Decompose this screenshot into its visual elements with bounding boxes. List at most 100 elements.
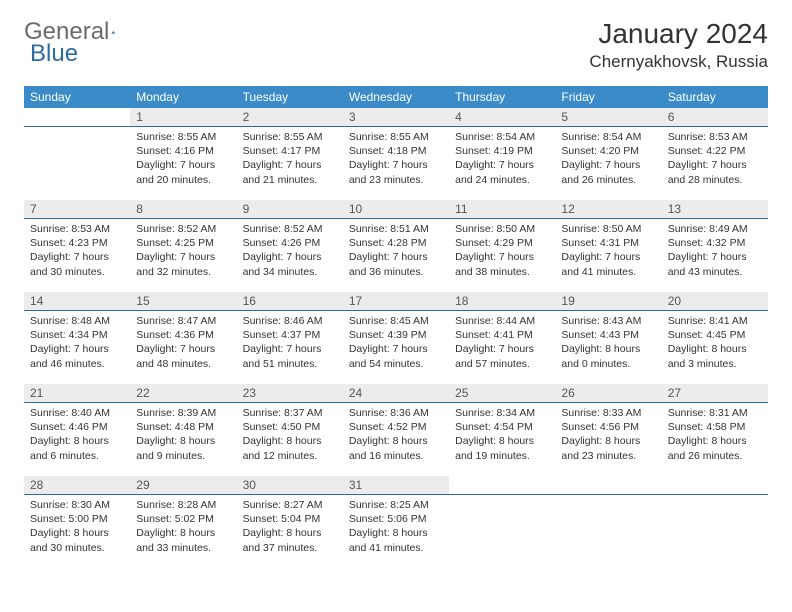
day-cell: 7Sunrise: 8:53 AMSunset: 4:23 PMDaylight… xyxy=(24,200,130,292)
day-cell: 14Sunrise: 8:48 AMSunset: 4:34 PMDayligh… xyxy=(24,292,130,384)
day-cell: 31Sunrise: 8:25 AMSunset: 5:06 PMDayligh… xyxy=(343,476,449,568)
day-number: 30 xyxy=(237,476,343,495)
daylight-text: Daylight: 7 hours and 54 minutes. xyxy=(349,342,443,370)
daylight-text: Daylight: 7 hours and 43 minutes. xyxy=(668,250,762,278)
day-cell: 5Sunrise: 8:54 AMSunset: 4:20 PMDaylight… xyxy=(555,108,661,200)
sunrise-text: Sunrise: 8:30 AM xyxy=(30,498,124,512)
day-content: Sunrise: 8:50 AMSunset: 4:29 PMDaylight:… xyxy=(449,219,555,285)
daylight-text: Daylight: 7 hours and 24 minutes. xyxy=(455,158,549,186)
sunset-text: Sunset: 4:45 PM xyxy=(668,328,762,342)
sunset-text: Sunset: 4:46 PM xyxy=(30,420,124,434)
sunset-text: Sunset: 4:36 PM xyxy=(136,328,230,342)
day-number: 14 xyxy=(24,292,130,311)
day-content: Sunrise: 8:40 AMSunset: 4:46 PMDaylight:… xyxy=(24,403,130,469)
day-cell: 11Sunrise: 8:50 AMSunset: 4:29 PMDayligh… xyxy=(449,200,555,292)
day-number: 16 xyxy=(237,292,343,311)
day-cell: 23Sunrise: 8:37 AMSunset: 4:50 PMDayligh… xyxy=(237,384,343,476)
sunset-text: Sunset: 4:58 PM xyxy=(668,420,762,434)
day-content: Sunrise: 8:55 AMSunset: 4:17 PMDaylight:… xyxy=(237,127,343,193)
day-content: Sunrise: 8:46 AMSunset: 4:37 PMDaylight:… xyxy=(237,311,343,377)
day-number: 19 xyxy=(555,292,661,311)
sunrise-text: Sunrise: 8:45 AM xyxy=(349,314,443,328)
day-cell: 13Sunrise: 8:49 AMSunset: 4:32 PMDayligh… xyxy=(662,200,768,292)
sunset-text: Sunset: 4:52 PM xyxy=(349,420,443,434)
day-number: 22 xyxy=(130,384,236,403)
day-cell: 1Sunrise: 8:55 AMSunset: 4:16 PMDaylight… xyxy=(130,108,236,200)
day-content: Sunrise: 8:45 AMSunset: 4:39 PMDaylight:… xyxy=(343,311,449,377)
day-content: Sunrise: 8:55 AMSunset: 4:16 PMDaylight:… xyxy=(130,127,236,193)
sunrise-text: Sunrise: 8:55 AM xyxy=(136,130,230,144)
day-cell: 22Sunrise: 8:39 AMSunset: 4:48 PMDayligh… xyxy=(130,384,236,476)
day-content: Sunrise: 8:44 AMSunset: 4:41 PMDaylight:… xyxy=(449,311,555,377)
day-cell: 30Sunrise: 8:27 AMSunset: 5:04 PMDayligh… xyxy=(237,476,343,568)
sunrise-text: Sunrise: 8:41 AM xyxy=(668,314,762,328)
day-header: Sunday xyxy=(24,86,130,108)
sunset-text: Sunset: 4:37 PM xyxy=(243,328,337,342)
sunset-text: Sunset: 4:19 PM xyxy=(455,144,549,158)
sunrise-text: Sunrise: 8:27 AM xyxy=(243,498,337,512)
sunset-text: Sunset: 5:04 PM xyxy=(243,512,337,526)
daylight-text: Daylight: 7 hours and 23 minutes. xyxy=(349,158,443,186)
sunset-text: Sunset: 4:54 PM xyxy=(455,420,549,434)
day-cell: 26Sunrise: 8:33 AMSunset: 4:56 PMDayligh… xyxy=(555,384,661,476)
day-number xyxy=(24,108,130,127)
day-cell: 4Sunrise: 8:54 AMSunset: 4:19 PMDaylight… xyxy=(449,108,555,200)
week-row: 28Sunrise: 8:30 AMSunset: 5:00 PMDayligh… xyxy=(24,476,768,568)
daylight-text: Daylight: 7 hours and 28 minutes. xyxy=(668,158,762,186)
day-number xyxy=(555,476,661,495)
day-number: 28 xyxy=(24,476,130,495)
sunset-text: Sunset: 4:18 PM xyxy=(349,144,443,158)
daylight-text: Daylight: 7 hours and 46 minutes. xyxy=(30,342,124,370)
day-cell xyxy=(449,476,555,568)
daylight-text: Daylight: 8 hours and 9 minutes. xyxy=(136,434,230,462)
sunrise-text: Sunrise: 8:33 AM xyxy=(561,406,655,420)
day-number: 13 xyxy=(662,200,768,219)
day-cell: 15Sunrise: 8:47 AMSunset: 4:36 PMDayligh… xyxy=(130,292,236,384)
brand-name-part2: Blue xyxy=(30,40,78,68)
day-cell: 3Sunrise: 8:55 AMSunset: 4:18 PMDaylight… xyxy=(343,108,449,200)
day-cell: 27Sunrise: 8:31 AMSunset: 4:58 PMDayligh… xyxy=(662,384,768,476)
sunrise-text: Sunrise: 8:36 AM xyxy=(349,406,443,420)
day-content: Sunrise: 8:52 AMSunset: 4:25 PMDaylight:… xyxy=(130,219,236,285)
daylight-text: Daylight: 8 hours and 30 minutes. xyxy=(30,526,124,554)
day-content: Sunrise: 8:49 AMSunset: 4:32 PMDaylight:… xyxy=(662,219,768,285)
day-cell: 17Sunrise: 8:45 AMSunset: 4:39 PMDayligh… xyxy=(343,292,449,384)
day-content: Sunrise: 8:53 AMSunset: 4:22 PMDaylight:… xyxy=(662,127,768,193)
day-content: Sunrise: 8:28 AMSunset: 5:02 PMDaylight:… xyxy=(130,495,236,561)
day-header: Monday xyxy=(130,86,236,108)
daylight-text: Daylight: 8 hours and 16 minutes. xyxy=(349,434,443,462)
daylight-text: Daylight: 7 hours and 57 minutes. xyxy=(455,342,549,370)
day-content: Sunrise: 8:54 AMSunset: 4:19 PMDaylight:… xyxy=(449,127,555,193)
day-content: Sunrise: 8:51 AMSunset: 4:28 PMDaylight:… xyxy=(343,219,449,285)
sunrise-text: Sunrise: 8:51 AM xyxy=(349,222,443,236)
day-number: 5 xyxy=(555,108,661,127)
day-content: Sunrise: 8:55 AMSunset: 4:18 PMDaylight:… xyxy=(343,127,449,193)
day-number: 1 xyxy=(130,108,236,127)
day-number: 3 xyxy=(343,108,449,127)
day-content: Sunrise: 8:53 AMSunset: 4:23 PMDaylight:… xyxy=(24,219,130,285)
daylight-text: Daylight: 7 hours and 48 minutes. xyxy=(136,342,230,370)
day-cell: 29Sunrise: 8:28 AMSunset: 5:02 PMDayligh… xyxy=(130,476,236,568)
day-number xyxy=(662,476,768,495)
sunrise-text: Sunrise: 8:40 AM xyxy=(30,406,124,420)
day-number: 20 xyxy=(662,292,768,311)
sunrise-text: Sunrise: 8:50 AM xyxy=(455,222,549,236)
daylight-text: Daylight: 7 hours and 32 minutes. xyxy=(136,250,230,278)
day-content: Sunrise: 8:25 AMSunset: 5:06 PMDaylight:… xyxy=(343,495,449,561)
sunrise-text: Sunrise: 8:47 AM xyxy=(136,314,230,328)
sunrise-text: Sunrise: 8:52 AM xyxy=(243,222,337,236)
daylight-text: Daylight: 8 hours and 26 minutes. xyxy=(668,434,762,462)
daylight-text: Daylight: 8 hours and 6 minutes. xyxy=(30,434,124,462)
day-number: 24 xyxy=(343,384,449,403)
week-row: 7Sunrise: 8:53 AMSunset: 4:23 PMDaylight… xyxy=(24,200,768,292)
day-cell xyxy=(555,476,661,568)
day-number: 6 xyxy=(662,108,768,127)
sunset-text: Sunset: 4:39 PM xyxy=(349,328,443,342)
daylight-text: Daylight: 7 hours and 26 minutes. xyxy=(561,158,655,186)
daylight-text: Daylight: 7 hours and 38 minutes. xyxy=(455,250,549,278)
sunset-text: Sunset: 4:16 PM xyxy=(136,144,230,158)
day-number: 23 xyxy=(237,384,343,403)
day-header: Friday xyxy=(555,86,661,108)
day-cell: 21Sunrise: 8:40 AMSunset: 4:46 PMDayligh… xyxy=(24,384,130,476)
sunrise-text: Sunrise: 8:46 AM xyxy=(243,314,337,328)
